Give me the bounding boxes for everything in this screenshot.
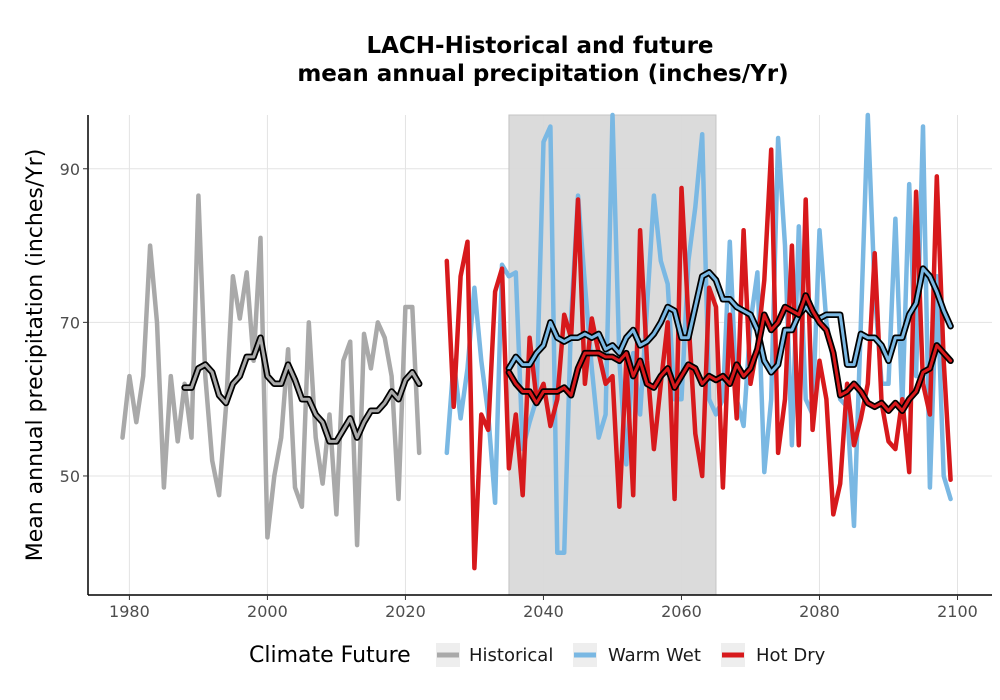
tick-labels: 1980 2000 2020 2040 2060 2080 2100 50 70 90: [60, 160, 978, 621]
legend-label-warm-wet: Warm Wet: [608, 645, 701, 666]
series-line-historical: [120, 193, 422, 548]
x-tick-label-2040: 2040: [523, 602, 564, 621]
x-tick-label-2060: 2060: [661, 602, 702, 621]
y-tick-label-90: 90: [60, 160, 80, 179]
y-axis-title: Mean annual precipitation (inches/Yr): [23, 149, 48, 562]
smooth-line-warm-wet-smooth: [507, 267, 953, 374]
legend-label-historical: Historical: [469, 645, 553, 666]
x-tick-label-1980: 1980: [109, 602, 150, 621]
chart-title-line-1: LACH-Historical and future: [366, 33, 713, 59]
smooth-line-hot-dry-smooth: [507, 294, 953, 413]
legend-item-hot-dry: Hot Dry: [721, 643, 826, 667]
x-tick-label-2100: 2100: [937, 602, 978, 621]
series-line-warm-wet: [444, 112, 953, 556]
smooth-line-outline-historical-smooth: [181, 334, 423, 445]
chart-title-line-2: mean annual precipitation (inches/Yr): [297, 61, 788, 87]
x-tick-label-2080: 2080: [799, 602, 840, 621]
legend-item-historical: Historical: [436, 643, 553, 667]
legend: Climate Future Historical Warm Wet Hot D…: [249, 643, 826, 668]
smooth-line-historical-smooth: [183, 336, 421, 443]
legend-label-hot-dry: Hot Dry: [756, 645, 826, 666]
legend-title: Climate Future: [249, 643, 411, 668]
series-lines: [120, 112, 954, 571]
legend-item-warm-wet: Warm Wet: [573, 643, 701, 667]
y-tick-label-50: 50: [60, 467, 80, 486]
axes: [87, 115, 992, 596]
x-tick-label-2020: 2020: [385, 602, 426, 621]
x-tick-label-2000: 2000: [247, 602, 288, 621]
series-line-hot-dry: [444, 147, 953, 571]
y-tick-label-70: 70: [60, 313, 80, 332]
